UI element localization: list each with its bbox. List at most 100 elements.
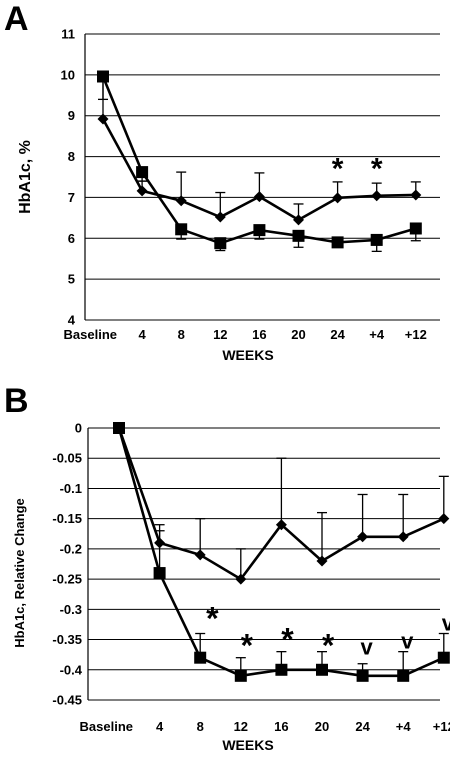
panel-a-square-point: [175, 223, 188, 236]
panel-a-y-tick-label: 8: [68, 149, 75, 164]
panel-a-x-tick-label: +4: [369, 327, 385, 342]
panel-a-y-tick-label: 4: [68, 313, 76, 328]
panel-b-square-point: [234, 669, 247, 682]
panel-a-y-tick-label: 10: [61, 67, 75, 82]
panel-a-square-point: [136, 166, 149, 179]
panel-b-square-point: [194, 651, 207, 664]
panel-a-diamond-point: [214, 211, 226, 223]
panel-a-y-axis-title: HbA1c, %: [17, 140, 34, 214]
panel-a-x-tick-label: 20: [291, 327, 305, 342]
panel-a-square-point: [331, 236, 344, 249]
panel-b-diamond-point: [275, 519, 287, 531]
panel-a-diamond-point: [371, 190, 383, 202]
panel-b-square-point: [316, 663, 328, 676]
panel-b-square-point: [275, 663, 288, 676]
panel-b: B HbA1c, Relative Change WEEKS 0 -0.05 -0.…: [4, 382, 450, 753]
panel-a-x-axis-title: WEEKS: [222, 347, 273, 363]
panel-b-x-tick-label: 16: [274, 719, 288, 734]
panel-a-grid: [84, 33, 440, 321]
panel-b-significance-mark: *: [281, 622, 294, 658]
panel-b-y-tick-label: -0.3: [60, 602, 82, 617]
panel-b-x-tick-label: +4: [396, 719, 412, 734]
panel-a-square-point: [253, 224, 266, 237]
panel-b-y-axis-title: HbA1c, Relative Change: [12, 498, 27, 648]
panel-b-square-point: [397, 669, 410, 682]
panel-b-diamond-point: [194, 549, 206, 561]
panel-b-x-tick-label: 8: [197, 719, 204, 734]
panel-b-diamond-point: [438, 513, 450, 525]
panel-a-y-ticks: 4 5 6 7 8 9 10 11: [61, 27, 76, 328]
panel-b-y-tick-label: -0.15: [52, 511, 82, 526]
panel-b-diamond-point: [357, 531, 369, 543]
panel-a-x-tick-label: 16: [252, 327, 266, 342]
panel-b-y-tick-label: -0.45: [52, 693, 82, 708]
panel-a-x-tick-label: 12: [213, 327, 227, 342]
panel-a-diamond-point: [253, 191, 265, 203]
panel-a-letter: A: [4, 0, 29, 38]
panel-a-series-square-line: [101, 75, 417, 245]
panel-b-y-tick-label: -0.1: [60, 481, 82, 496]
panel-b-x-tick-label: 24: [355, 719, 370, 734]
panel-a-y-tick-label: 5: [68, 272, 75, 287]
panel-b-annotations: * * * * v v v: [206, 600, 450, 663]
panel-b-square-point: [113, 422, 125, 434]
panel-b-square-point: [437, 651, 450, 664]
panel-b-significance-mark: v: [442, 610, 450, 635]
panel-a-diamond-point: [332, 192, 344, 204]
panel-a-x-tick-label: 4: [138, 327, 146, 342]
panel-b-x-ticks: Baseline 4 8 12 16 20 24 +4 +12: [80, 719, 450, 734]
panel-a-annotations: * *: [332, 153, 383, 186]
panel-b-grid: [87, 427, 440, 701]
panel-a-y-tick-label: 11: [61, 27, 75, 42]
panel-b-x-tick-label: 12: [234, 719, 248, 734]
panel-b-y-tick-label: -0.4: [60, 662, 83, 677]
panel-a-x-tick-label: Baseline: [64, 327, 117, 342]
panel-b-y-tick-label: 0: [75, 421, 82, 436]
panel-b-y-tick-label: -0.2: [60, 541, 82, 556]
panel-a-square-point: [97, 70, 109, 83]
panel-b-square-point: [153, 567, 166, 580]
panel-b-significance-mark: v: [361, 635, 374, 660]
panel-a-diamond-point: [410, 189, 422, 201]
panel-b-series: [113, 422, 450, 682]
panel-b-significance-mark: *: [241, 628, 254, 664]
panel-b-significance-mark: v: [401, 629, 414, 654]
panel-a-significance-mark: *: [332, 153, 344, 186]
panel-a-x-tick-label: 8: [178, 327, 185, 342]
panel-a-y-tick-label: 9: [68, 108, 75, 123]
panel-a-x-tick-label: +12: [405, 327, 427, 342]
panel-b-y-ticks: 0 -0.05 -0.1 -0.15 -0.2 -0.25 -0.3 -0.35 -0.4 -0.…: [52, 421, 82, 708]
panel-b-significance-mark: *: [206, 600, 219, 636]
panel-a-x-ticks: Baseline 4 8 12 16 20 24 +4 +12: [64, 327, 427, 342]
panel-b-diamond-point: [154, 537, 166, 549]
panel-a-square-point: [409, 222, 422, 235]
panel-b-x-tick-label: Baseline: [80, 719, 133, 734]
panel-b-y-tick-label: -0.35: [52, 632, 82, 647]
panel-a-y-tick-label: 6: [68, 231, 75, 246]
panel-b-significance-mark: *: [322, 628, 335, 664]
panel-a-square-point: [370, 233, 383, 246]
panel-b-diamond-point: [316, 555, 328, 567]
panel-a-series: [97, 70, 422, 250]
panel-a-diamond-point: [293, 214, 304, 226]
panel-a-diamond-point: [136, 185, 148, 197]
panel-a-series-diamond-line: [101, 118, 416, 222]
panel-a-significance-mark: *: [371, 153, 383, 186]
panel-a-square-point: [292, 229, 305, 242]
panel-b-square-point: [356, 669, 369, 682]
panel-a-diamond-point: [97, 113, 109, 125]
panel-a-y-tick-label: 7: [68, 190, 75, 205]
panel-b-diamond-point: [397, 531, 409, 543]
panel-a-square-point: [214, 237, 227, 250]
panel-b-x-axis-title: WEEKS: [222, 737, 273, 753]
panel-a-x-tick-label: 24: [330, 327, 345, 342]
panel-a-diamond-point: [175, 195, 187, 207]
panel-b-y-tick-label: -0.05: [52, 451, 82, 466]
panel-b-y-tick-label: -0.25: [52, 572, 82, 587]
panel-b-x-tick-label: 20: [315, 719, 329, 734]
panel-b-letter: B: [4, 382, 29, 420]
panel-b-x-tick-label: 4: [156, 719, 164, 734]
panel-b-error-bars: [154, 457, 449, 676]
